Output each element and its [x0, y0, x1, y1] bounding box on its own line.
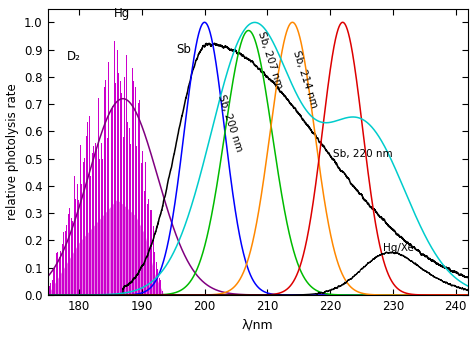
Text: Sb, 200 nm: Sb, 200 nm	[216, 94, 244, 153]
Y-axis label: relative photolysis rate: relative photolysis rate	[6, 84, 18, 220]
X-axis label: λ/nm: λ/nm	[242, 318, 273, 332]
Text: Sb, 220 nm: Sb, 220 nm	[333, 149, 393, 159]
Text: Sb, 214 nm: Sb, 214 nm	[291, 50, 319, 110]
Text: Sb, 207 nm: Sb, 207 nm	[256, 31, 284, 91]
Text: D₂: D₂	[66, 50, 80, 63]
Text: Sb: Sb	[176, 43, 191, 56]
Text: Hg: Hg	[113, 7, 130, 20]
Text: Hg/Xe: Hg/Xe	[383, 243, 414, 253]
